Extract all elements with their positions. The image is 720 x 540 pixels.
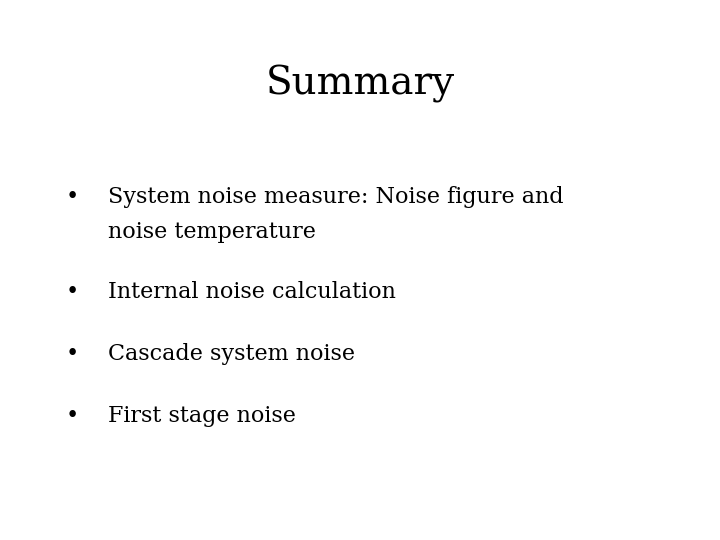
- Text: •: •: [66, 343, 78, 365]
- Text: noise temperature: noise temperature: [108, 221, 316, 244]
- Text: Summary: Summary: [266, 65, 454, 103]
- Text: •: •: [66, 186, 78, 208]
- Text: First stage noise: First stage noise: [108, 405, 296, 427]
- Text: •: •: [66, 405, 78, 427]
- Text: Internal noise calculation: Internal noise calculation: [108, 281, 396, 303]
- Text: System noise measure: Noise figure and: System noise measure: Noise figure and: [108, 186, 564, 208]
- Text: Cascade system noise: Cascade system noise: [108, 343, 355, 365]
- Text: •: •: [66, 281, 78, 303]
